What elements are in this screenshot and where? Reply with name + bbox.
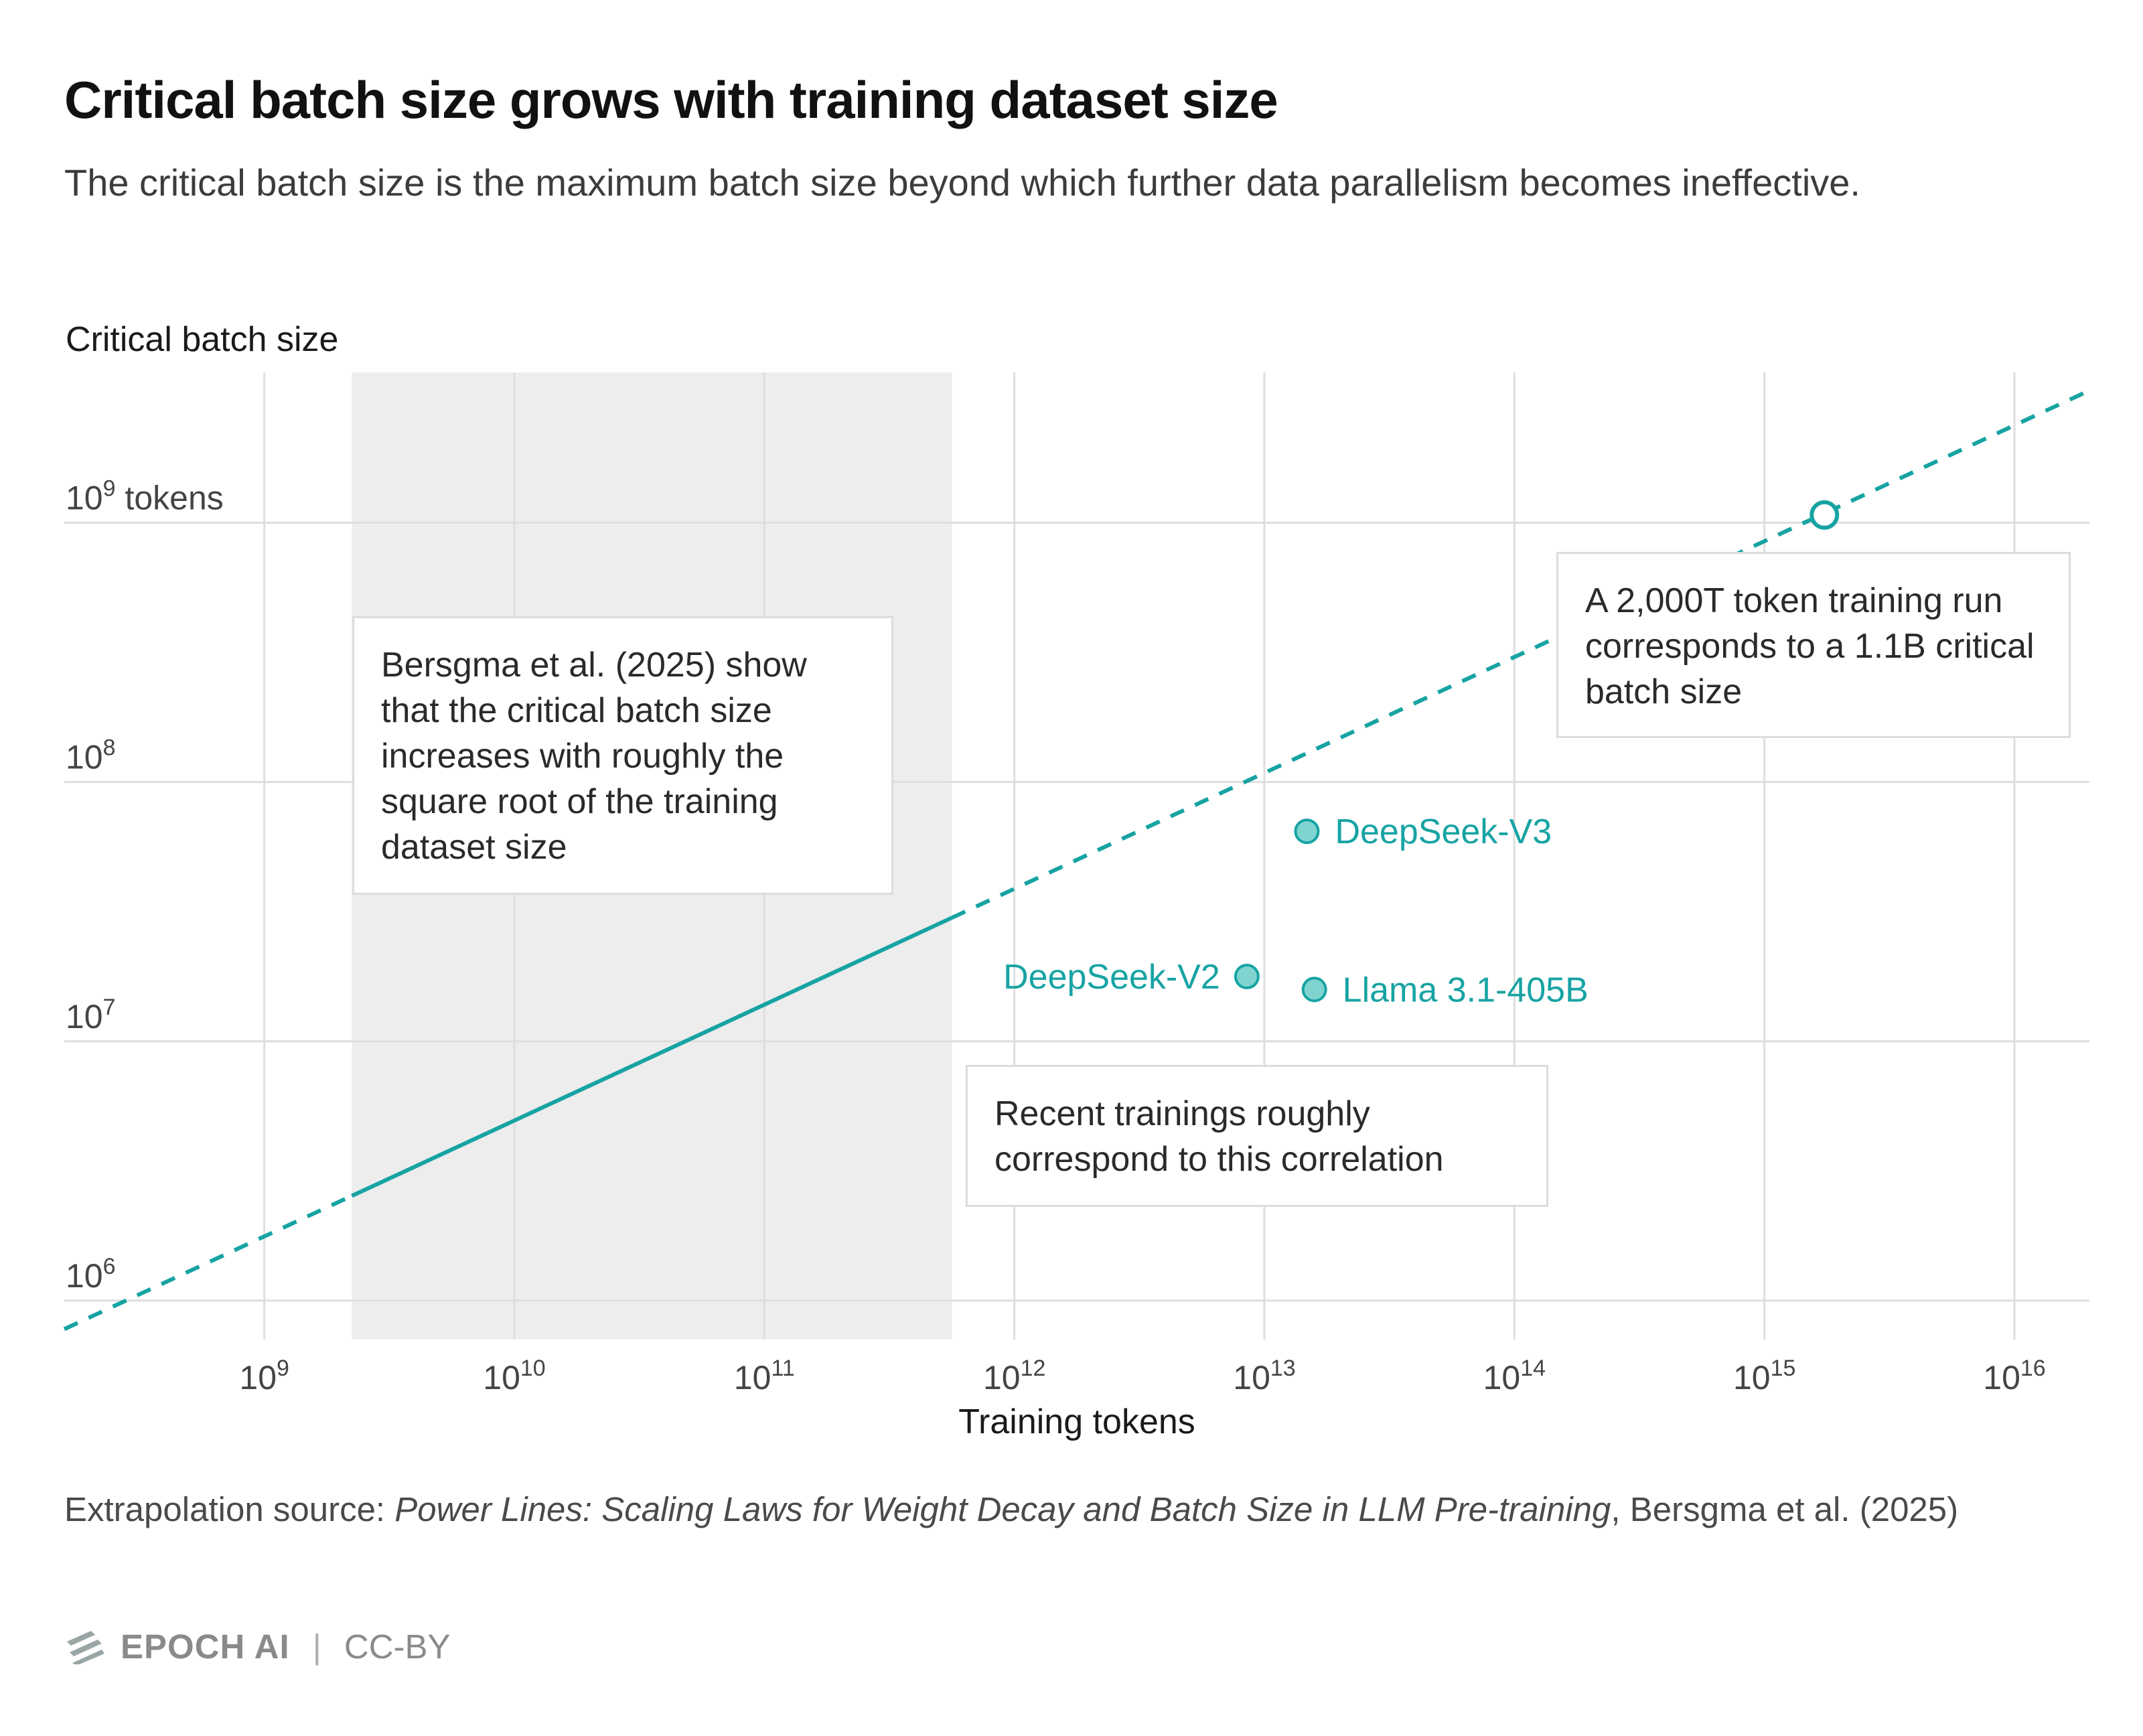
highlight-point-2000t [1809, 500, 1840, 530]
license-label: CC-BY [344, 1627, 451, 1666]
y-tick-label: 107 [66, 995, 116, 1035]
x-tick-label: 1012 [983, 1356, 1045, 1396]
x-axis-label: Training tokens [958, 1402, 1195, 1441]
model-point [1234, 964, 1260, 990]
source-prefix: Extrapolation source: [64, 1490, 395, 1528]
chart-title: Critical batch size grows with training … [64, 70, 1278, 129]
x-tick-label: 1016 [1983, 1356, 2045, 1396]
fit-line-solid [351, 916, 953, 1198]
model-point-label: DeepSeek-V2 [1003, 958, 1220, 997]
epoch-logo-icon [67, 1631, 104, 1664]
model-point [1294, 818, 1320, 845]
y-tick-label: 109 tokens [66, 476, 224, 517]
y-tick-label: 108 [66, 735, 116, 776]
brand-name: EPOCH AI [121, 1627, 290, 1666]
x-tick-label: 1014 [1483, 1356, 1546, 1396]
model-point [1301, 976, 1327, 1003]
model-points: DeepSeek-V2 DeepSeek-V3 Llama 3.1-405B [1003, 812, 1588, 1009]
model-point-label: Llama 3.1-405B [1343, 970, 1588, 1009]
annotation-recent-trainings: Recent trainings roughly correspond to t… [966, 1065, 1548, 1207]
fit-line-series [63, 388, 2091, 1331]
brand-footer: EPOCH AI | CC-BY [64, 1623, 451, 1669]
y-axis-ticks: 106 107 108 109 tokens [66, 476, 224, 1295]
source-note: Extrapolation source: Power Lines: Scali… [64, 1483, 2047, 1536]
y-tick-label: 106 [66, 1254, 116, 1295]
annotation-2000t-run: A 2,000T token training run corresponds … [1556, 552, 2071, 738]
model-point-label: DeepSeek-V3 [1335, 812, 1552, 851]
source-suffix: , Bersgma et al. (2025) [1611, 1490, 1959, 1528]
x-tick-label: 1011 [734, 1356, 795, 1396]
x-tick-label: 1013 [1233, 1356, 1295, 1396]
chart-subtitle: The critical batch size is the maximum b… [64, 161, 1860, 204]
y-axis-label: Critical batch size [66, 320, 338, 359]
x-tick-label: 1010 [483, 1356, 545, 1396]
annotation-bersgma: Bersgma et al. (2025) show that the crit… [352, 616, 893, 895]
x-tick-label: 109 [239, 1356, 289, 1396]
brand-separator: | [312, 1627, 321, 1666]
fit-line-dashed-right [951, 388, 2091, 920]
source-paper-title: Power Lines: Scaling Laws for Weight Dec… [394, 1490, 1611, 1528]
x-axis-ticks: 109 1010 1011 1012 1013 1014 1015 1016 [239, 1356, 2045, 1396]
x-tick-label: 1015 [1733, 1356, 1795, 1396]
